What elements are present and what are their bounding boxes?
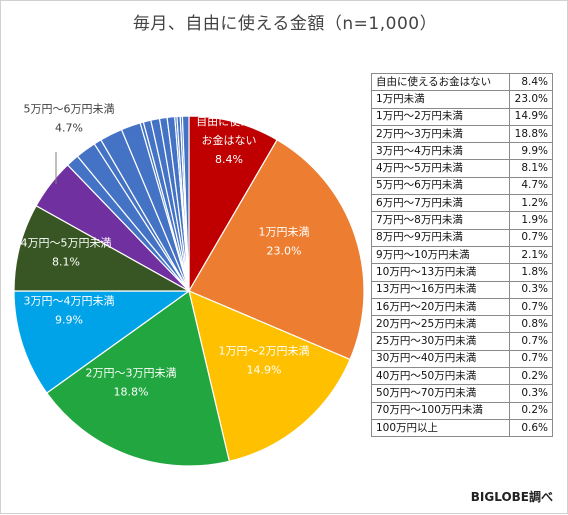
table-row: 5万円～6万円未満 4.7%	[371, 176, 553, 196]
table-value-cell: 4.7%	[509, 176, 553, 196]
table-label-cell: 2万円～3万円未満	[371, 124, 510, 144]
table-row: 70万円～100万円未満 0.2%	[371, 401, 553, 420]
pie-slice	[188, 115, 278, 294]
table-label-cell: 25万円～30万円未満	[371, 332, 510, 351]
slice-label: 5万円～6万円未満	[24, 103, 115, 116]
table-label-cell: 1万円未満	[371, 90, 510, 109]
table-value-cell: 0.3%	[509, 280, 553, 299]
table-row: 4万円～5万円未満 8.1%	[371, 159, 553, 178]
slice-label: 14.9%	[247, 364, 282, 377]
table-row: 100万円以上 0.6%	[371, 418, 553, 438]
pie-slice	[45, 289, 231, 467]
table-label-cell: 30万円～40万円未満	[371, 349, 510, 369]
slice-label: 8.1%	[52, 256, 80, 269]
table-value-cell: 2.1%	[509, 245, 553, 265]
slice-label: 4.7%	[55, 122, 83, 135]
pie-slice	[181, 115, 190, 292]
table-row: 6万円～7万円未満 1.2%	[371, 194, 553, 213]
table-row: 50万円～70万円未満 0.3%	[371, 384, 553, 403]
table-label-cell: 13万円～16万円未満	[371, 280, 510, 299]
table-row: 10万円～13万円未満 1.8%	[371, 263, 553, 282]
table-label-cell: 16万円～20万円未満	[371, 297, 510, 317]
table-value-cell: 9.9%	[509, 142, 553, 161]
table-value-cell: 8.4%	[509, 72, 553, 92]
pie-slice	[188, 289, 351, 463]
table-label-cell: 100万円以上	[371, 418, 510, 438]
table-row: 20万円～25万円未満 0.8%	[371, 315, 553, 334]
table-value-cell: 0.3%	[509, 384, 553, 403]
table-value-cell: 23.0%	[509, 90, 553, 109]
pie-slice	[13, 290, 191, 394]
table-value-cell: 0.2%	[509, 367, 553, 386]
slice-label: 1万円未満	[259, 226, 310, 239]
table-value-cell: 0.7%	[509, 349, 553, 369]
table-value-cell: 0.7%	[509, 297, 553, 317]
table-label-cell: 7万円～8万円未満	[371, 211, 510, 230]
table-label-cell: 70万円～100万円未満	[371, 401, 510, 420]
table-row: 13万円～16万円未満 0.3%	[371, 280, 553, 299]
table-value-cell: 0.8%	[509, 315, 553, 334]
table-value-cell: 0.7%	[509, 228, 553, 247]
table-value-cell: 14.9%	[509, 107, 553, 126]
table-label-cell: 4万円～5万円未満	[371, 159, 510, 178]
slice-label: 8.4%	[215, 153, 243, 166]
table-row: 8万円～9万円未満 0.7%	[371, 228, 553, 247]
table-row: 1万円未満 23.0%	[371, 90, 553, 109]
table-label-cell: 3万円～4万円未満	[371, 142, 510, 161]
slice-label: 18.8%	[114, 386, 149, 399]
table-value-cell: 1.2%	[509, 194, 553, 213]
slice-label: 1万円～2万円未満	[219, 345, 310, 358]
table-row: 16万円～20万円未満 0.7%	[371, 297, 553, 317]
table-row: 40万円～50万円未満 0.2%	[371, 367, 553, 386]
source-credit: BIGLOBE調べ	[470, 490, 553, 504]
table-label-cell: 10万円～13万円未満	[371, 263, 510, 282]
table-row: 3万円～4万円未満 9.9%	[371, 142, 553, 161]
table-label-cell: 8万円～9万円未満	[371, 228, 510, 247]
table-value-cell: 1.9%	[509, 211, 553, 230]
slice-label: 4万円～5万円未満	[21, 237, 112, 250]
table-row: 1万円～2万円未満 14.9%	[371, 107, 553, 126]
table-label-cell: 20万円～25万円未満	[371, 315, 510, 334]
table-value-cell: 0.6%	[509, 418, 553, 438]
pie-slice	[188, 138, 365, 361]
slice-label: 自由に使える	[196, 114, 262, 128]
table-row: 7万円～8万円未満 1.9%	[371, 211, 553, 230]
slice-label: 23.0%	[267, 245, 302, 258]
table-value-cell: 0.2%	[509, 401, 553, 420]
chart-title: 毎月、自由に使える金額（n=1,000）	[132, 14, 438, 34]
table-row: 自由に使えるお金はない 8.4%	[371, 72, 553, 92]
table-value-cell: 8.1%	[509, 159, 553, 178]
table-value-cell: 0.7%	[509, 332, 553, 351]
table-label-cell: 6万円～7万円未満	[371, 194, 510, 213]
slice-label: 3万円～4万円未満	[24, 295, 115, 308]
table-label-cell: 9万円～10万円未満	[371, 245, 510, 265]
data-table: 自由に使えるお金はない 8.4% 1万円未満 23.0% 1万円～2万円未満 14.9% 2…	[371, 72, 553, 438]
table-row: 2万円～3万円未満 18.8%	[371, 124, 553, 144]
slice-label: お金はない	[202, 133, 257, 147]
table-label-cell: 50万円～70万円未満	[371, 384, 510, 403]
table-row: 25万円～30万円未満 0.7%	[371, 332, 553, 351]
table-row: 9万円～10万円未満 2.1%	[371, 245, 553, 265]
table-label-cell: 5万円～6万円未満	[371, 176, 510, 196]
slice-label: 2万円～3万円未満	[86, 367, 177, 380]
table-value-cell: 1.8%	[509, 263, 553, 282]
table-row: 30万円～40万円未満 0.7%	[371, 349, 553, 369]
table-value-cell: 18.8%	[509, 124, 553, 144]
pie-slice	[13, 204, 192, 292]
slice-label: 9.9%	[55, 314, 83, 327]
table-label-cell: 1万円～2万円未満	[371, 107, 510, 126]
table-label-cell: 自由に使えるお金はない	[371, 72, 510, 92]
table-label-cell: 40万円～50万円未満	[371, 367, 510, 386]
